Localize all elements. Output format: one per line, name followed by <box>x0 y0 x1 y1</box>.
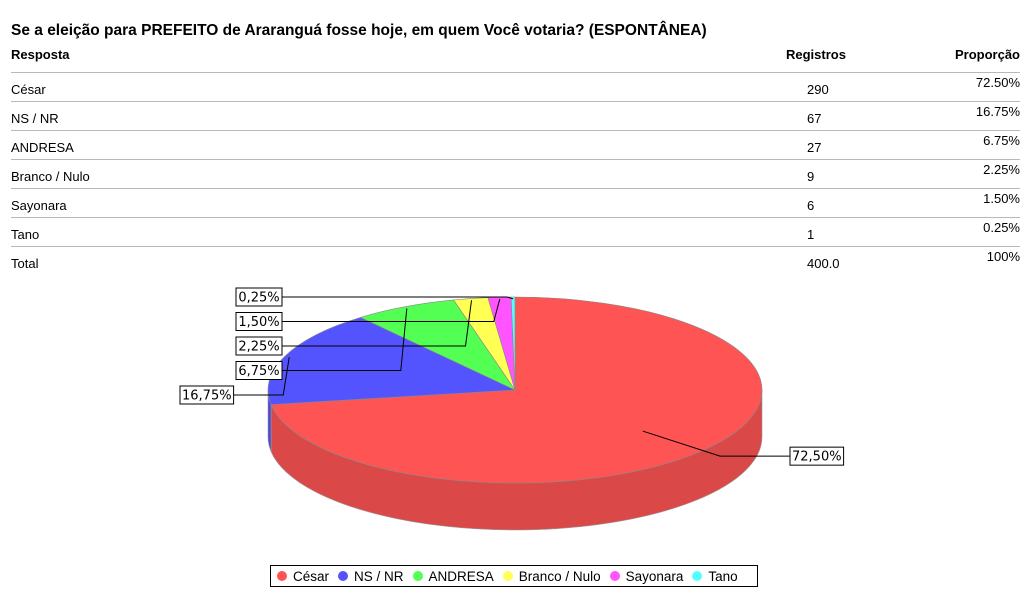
row-count: 9 <box>807 169 815 184</box>
row-pct: 1.50% <box>983 191 1020 206</box>
data-label-branco-nulo: 2,25% <box>238 340 279 355</box>
row-count: 6 <box>807 198 815 213</box>
data-label-tano: 0,25% <box>238 291 279 306</box>
row-label: César <box>11 82 46 97</box>
data-label-andresa: 6,75% <box>238 364 279 379</box>
total-count: 400.0 <box>807 256 840 271</box>
data-label-box-sayonara <box>235 312 283 331</box>
header-resposta: Resposta <box>11 47 70 62</box>
row-pct: 72.50% <box>975 75 1020 90</box>
data-label-ns-nr: 16,75% <box>182 389 232 404</box>
data-label-cesar: 72,50% <box>792 450 842 465</box>
table-row: Sayonara 6 1.50% <box>11 189 1020 218</box>
results-table: Resposta Registros Proporção César 290 7… <box>11 44 1020 275</box>
legend-label-branco-nulo: Branco / Nulo <box>518 568 601 584</box>
legend-label-andresa: ANDRESA <box>428 568 494 584</box>
total-pct: 100% <box>986 249 1020 264</box>
leader-line-andresa <box>282 308 408 371</box>
row-pct: 0.25% <box>983 220 1020 235</box>
table-header: Resposta Registros Proporção <box>11 44 1020 73</box>
data-label-box-tano <box>235 287 283 307</box>
legend-item-tano: Tano <box>692 568 738 584</box>
row-label: NS / NR <box>11 111 59 126</box>
leader-line-ns-nr <box>233 357 290 396</box>
table-row: Branco / Nulo 9 2.25% <box>11 160 1020 189</box>
legend-item-ns-nr: NS / NR <box>338 569 404 584</box>
legend-swatch-branco-nulo <box>502 571 513 581</box>
legend-item-sayonara: Sayonara <box>609 568 684 584</box>
table-row: NS / NR 67 16.75% <box>11 102 1020 131</box>
data-label-box-andresa <box>235 361 283 380</box>
row-label: ANDRESA <box>11 140 74 155</box>
row-pct: 16.75% <box>975 104 1020 119</box>
legend-swatch-andresa <box>412 571 423 581</box>
legend-label-cesar: César <box>293 568 330 584</box>
row-label: Tano <box>11 227 40 242</box>
header-registros: Registros <box>786 47 846 62</box>
table-row: César 290 72.50% <box>11 73 1020 102</box>
legend-label-ns-nr: NS / NR <box>354 568 404 584</box>
chart-title: Se a eleição para PREFEITO de Araranguá … <box>11 22 707 39</box>
legend-item-andresa: ANDRESA <box>412 568 494 584</box>
leader-line-cesar <box>642 430 790 457</box>
leader-line-branco-nulo <box>282 300 473 347</box>
legend-swatch-sayonara <box>609 571 620 581</box>
header-proporcao: Proporção <box>954 47 1020 62</box>
row-label: Branco / Nulo <box>11 169 90 184</box>
legend-swatch-tano <box>692 571 703 581</box>
row-count: 27 <box>807 140 822 155</box>
legend-label-tano: Tano <box>708 568 738 584</box>
data-label-box-ns-nr <box>179 385 235 405</box>
legend-label-sayonara: Sayonara <box>625 568 684 584</box>
table-total-row: Total 400.0 100% <box>11 247 1020 275</box>
legend-item-cesar: César <box>277 569 329 584</box>
table-row: Tano 1 0.25% <box>11 218 1020 247</box>
row-pct: 2.25% <box>983 162 1020 177</box>
row-count: 290 <box>807 82 829 97</box>
row-pct: 6.75% <box>983 133 1020 148</box>
row-count: 1 <box>807 227 815 242</box>
chart-legend: César NS / NR ANDRESA Branco / Nulo Sayonara… <box>270 565 758 587</box>
legend-item-branco-nulo: Branco / Nulo <box>502 568 601 584</box>
total-label: Total <box>11 256 39 271</box>
leader-line-tano <box>282 296 514 300</box>
data-label-box-branco-nulo <box>235 336 283 356</box>
pie-slice-tano <box>510 296 516 391</box>
legend-swatch-cesar <box>277 571 287 581</box>
row-count: 67 <box>807 111 822 126</box>
legend-swatch-ns-nr <box>338 571 349 581</box>
data-label-box-cesar <box>789 446 845 466</box>
table-row: ANDRESA 27 6.75% <box>11 131 1020 160</box>
row-label: Sayonara <box>11 198 67 213</box>
leader-line-sayonara <box>282 298 501 322</box>
data-label-sayonara: 1,50% <box>238 315 279 330</box>
